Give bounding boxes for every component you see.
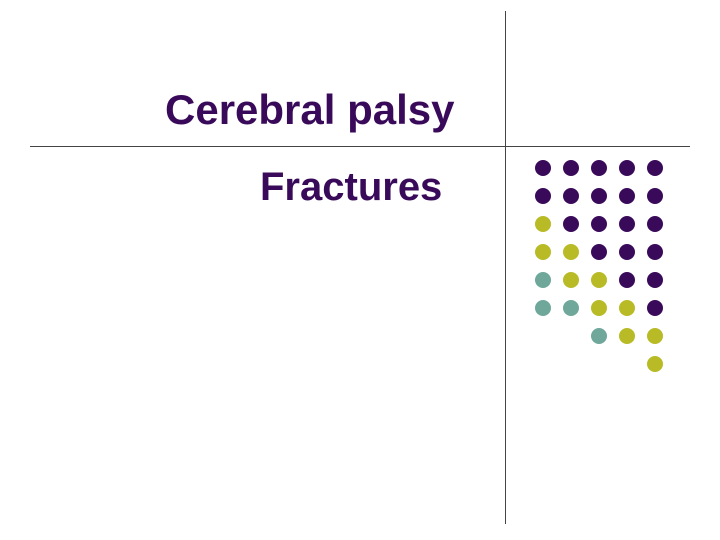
dot-purple (647, 216, 663, 232)
dot-purple (619, 216, 635, 232)
dot-olive (591, 272, 607, 288)
dot-purple (647, 300, 663, 316)
dot-olive (591, 300, 607, 316)
dot-olive (535, 216, 551, 232)
dot-purple (535, 188, 551, 204)
dot-purple (563, 216, 579, 232)
slide-title: Cerebral palsy (165, 86, 455, 134)
dot-purple (647, 160, 663, 176)
dot-olive (647, 356, 663, 372)
dot-purple (563, 188, 579, 204)
dot-teal (535, 300, 551, 316)
dot-teal (591, 328, 607, 344)
dot-purple (647, 188, 663, 204)
dot-olive (563, 244, 579, 260)
dot-purple (619, 160, 635, 176)
dot-purple (591, 160, 607, 176)
dot-purple (591, 216, 607, 232)
dot-olive (647, 328, 663, 344)
vertical-divider (505, 11, 506, 524)
dot-teal (535, 272, 551, 288)
dot-teal (563, 300, 579, 316)
dot-purple (647, 244, 663, 260)
dot-purple (535, 160, 551, 176)
slide: Cerebral palsy Fractures (0, 0, 720, 540)
dot-purple (647, 272, 663, 288)
dot-olive (563, 272, 579, 288)
dot-purple (619, 272, 635, 288)
dot-purple (619, 244, 635, 260)
dot-purple (619, 188, 635, 204)
dot-purple (563, 160, 579, 176)
dot-purple (591, 188, 607, 204)
dot-olive (535, 244, 551, 260)
dot-purple (591, 244, 607, 260)
dot-olive (619, 300, 635, 316)
slide-subtitle: Fractures (260, 165, 442, 210)
dot-olive (619, 328, 635, 344)
horizontal-divider (30, 146, 690, 147)
